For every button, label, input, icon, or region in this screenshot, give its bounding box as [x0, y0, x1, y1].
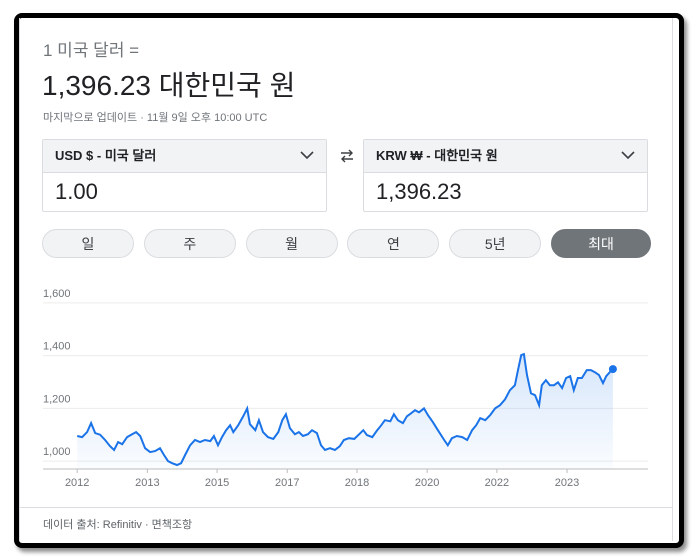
chevron: [300, 151, 314, 160]
x-tick-label: 2023: [555, 477, 579, 489]
from-currency[interactable]: USD $ - 미국 달러: [55, 148, 157, 163]
divider: [20, 507, 672, 508]
range-button[interactable]: 연: [347, 229, 440, 258]
x-tick-label: 2015: [205, 477, 229, 489]
footer[interactable]: 데이터 출처: Refinitiv · 면책조항: [43, 519, 193, 531]
x-tick-label: 2018: [345, 477, 369, 489]
y-tick-label: 1,000: [43, 446, 71, 458]
subtitle: 1 미국 달러 =: [43, 41, 140, 60]
x-tick-label: 2022: [485, 477, 509, 489]
y-tick-label: 1,200: [43, 393, 71, 405]
title: 1,396.23 대한민국 원: [42, 70, 296, 101]
x-tick-label: 2013: [135, 477, 159, 489]
range-button[interactable]: 월: [245, 229, 338, 258]
chevron: [621, 151, 635, 160]
swap-icon[interactable]: [339, 148, 355, 164]
x-tick-label: 2017: [275, 477, 299, 489]
to-currency[interactable]: KRW ₩ - 대한민국 원: [376, 148, 498, 163]
area: [77, 354, 613, 469]
frame: 1 미국 달러 = 1,396.23 대한민국 원 마지막으로 업데이트 · 1…: [14, 13, 684, 548]
from-amount[interactable]: 1.00: [55, 179, 98, 204]
currency-card: 1 미국 달러 = 1,396.23 대한민국 원 마지막으로 업데이트 · 1…: [19, 18, 673, 541]
range-button[interactable]: 최대: [551, 229, 651, 258]
range-button[interactable]: 주: [143, 229, 236, 258]
y-tick-label: 1,600: [43, 288, 71, 300]
y-tick-label: 1,400: [43, 341, 71, 353]
to-box: KRW ₩ - 대한민국 원 1,396.23: [363, 139, 648, 212]
line: [76, 352, 614, 467]
x-tick-label: 2020: [415, 477, 439, 489]
chart: 1,000 1,200 1,400 1,600 2012 2013 2015 2017 2018…: [43, 288, 648, 489]
updated: 마지막으로 업데이트 · 11월 9일 오후 10:00 UTC: [43, 112, 268, 124]
to-select[interactable]: KRW ₩ - 대한민국 원: [364, 140, 647, 173]
from-select[interactable]: USD $ - 미국 달러: [43, 140, 326, 173]
x-tick-label: 2012: [65, 477, 89, 489]
from-box: USD $ - 미국 달러 1.00: [42, 139, 327, 212]
to-amount[interactable]: 1,396.23: [376, 179, 462, 204]
end-dot: [608, 365, 617, 374]
range-button[interactable]: 5년: [449, 229, 542, 258]
range-button[interactable]: 일: [42, 229, 134, 258]
